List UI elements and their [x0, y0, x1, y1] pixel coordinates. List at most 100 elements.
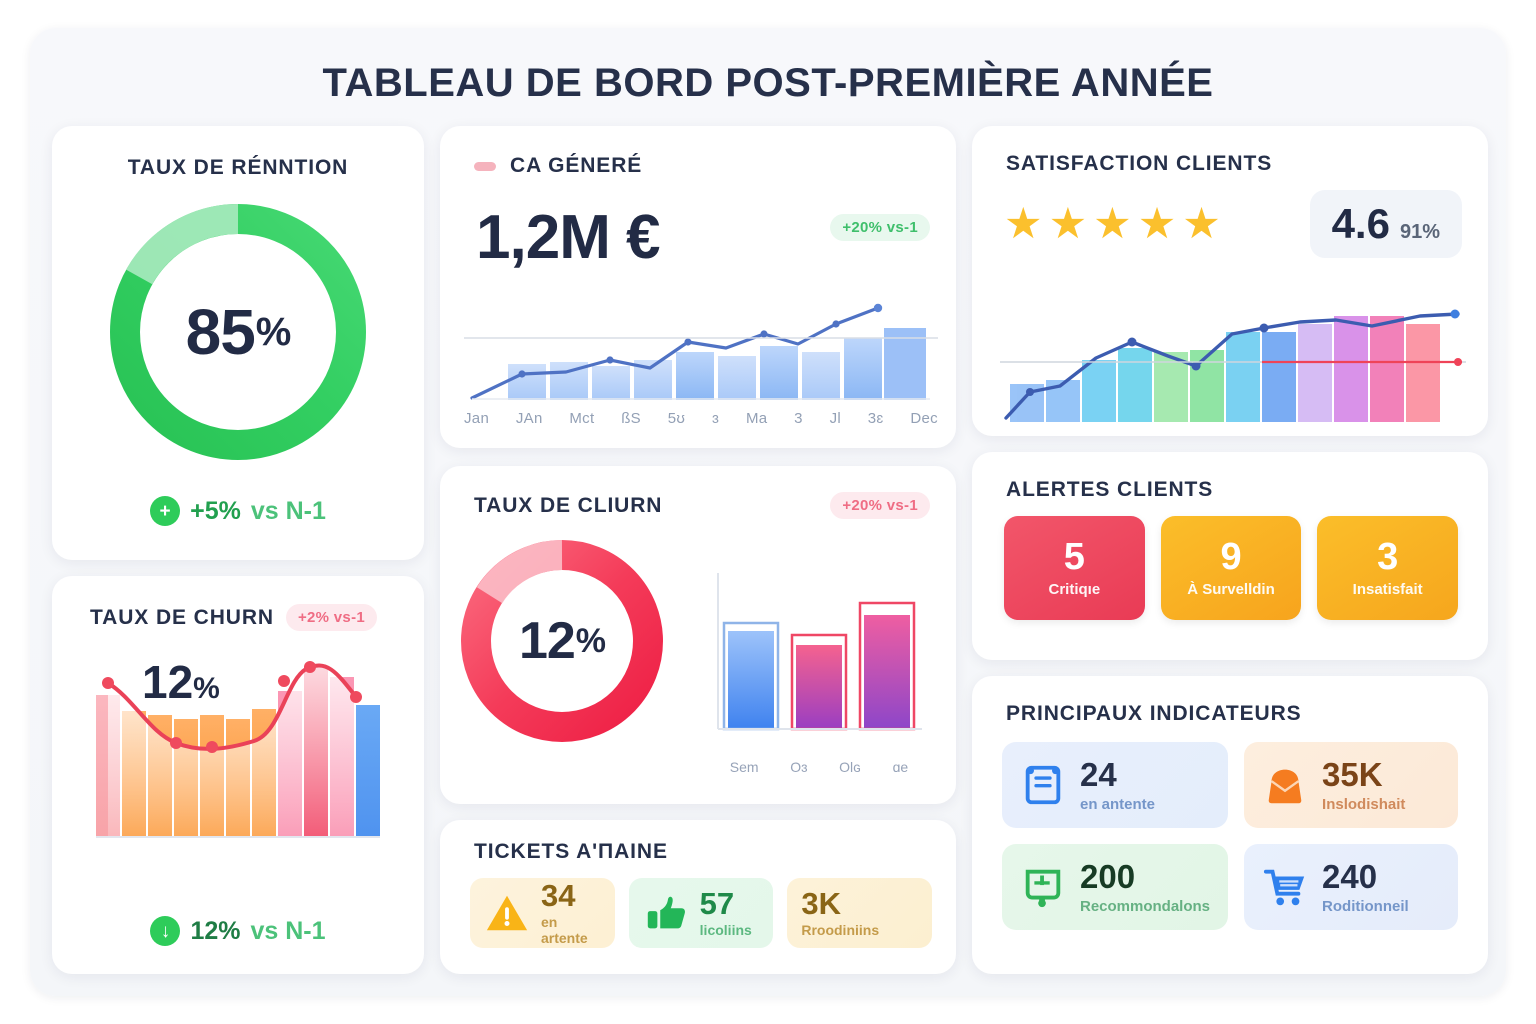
star-icon: ★ — [1093, 199, 1132, 248]
indicateur-label: Roditionneil — [1322, 897, 1409, 915]
churn-mid-axis-label: Oɜ — [790, 759, 808, 775]
alerte-value: 5 — [1063, 535, 1085, 578]
ticket-item-pending[interactable]: 34 en artente — [470, 878, 615, 948]
indicateurs-card: PRINCIPAUX INDICATEURS 24 en antente — [972, 676, 1488, 974]
ca-value: 1,2M € — [476, 203, 661, 272]
indicateur-value: 35K — [1322, 755, 1383, 793]
indicateur-value: 240 — [1322, 857, 1378, 895]
churn-mid-unit: % — [575, 621, 606, 660]
satisfaction-percent: 91% — [1399, 221, 1440, 243]
churn-mid-donut-svg — [461, 540, 663, 742]
ca-axis-label: Ma — [745, 410, 768, 427]
dashboard-shell: TABLEAU DE BORD POST-PREMIÈRE ANNÉE TAUX… — [30, 28, 1506, 996]
ca-axis-label: Jan — [464, 410, 490, 427]
ca-axis-label: Jl — [829, 410, 842, 427]
churn-mid-axis-label: Sem — [729, 759, 759, 775]
churn-left-header: TAUX DE CHURN +2% vs-1 — [52, 576, 424, 631]
churn-mid-value: 12% — [458, 537, 666, 745]
ca-axis-label: Dec — [910, 410, 938, 427]
churn-left-vs: vs N-1 — [250, 916, 326, 945]
churn-mid-number: 12 — [518, 612, 576, 670]
churn-mid-title: TAUX DE CLIURN — [474, 493, 663, 517]
alerte-item-insatisfait[interactable]: 3 Insatisfait — [1317, 516, 1459, 620]
alerte-item-surveiller[interactable]: 9 À Survelldin — [1160, 516, 1302, 620]
ca-axis-label: 3ɛ — [867, 410, 884, 427]
ca-chart — [464, 302, 938, 400]
star-icon: ★ — [1004, 199, 1043, 248]
rating-stars: ★ ★ ★ ★ ★ — [1004, 199, 1221, 248]
ca-axis: Jan JAn Mct ßS 5ʊ ɜ Ma 3 Jl 3ɛ Dec — [464, 410, 938, 427]
ca-pill: +20% vs-1 — [830, 214, 930, 241]
ticket-label: licoliins — [699, 922, 752, 938]
churn-left-card: TAUX DE CHURN +2% vs-1 12% — [52, 576, 424, 974]
churn-left-footer: ↓ 12% vs N-1 — [52, 916, 424, 946]
ca-axis-label: ɜ — [712, 410, 720, 427]
indicateur-value: 24 — [1080, 755, 1117, 793]
presentation-icon — [1025, 869, 1061, 908]
retention-donut-svg — [110, 203, 366, 460]
ca-axis-label: Mct — [569, 410, 595, 427]
ticket-item-total[interactable]: 3K Rroodiniins — [787, 878, 933, 948]
indicateurs-title: PRINCIPAUX INDICATEURS — [1006, 702, 1302, 725]
star-icon: ★ — [1048, 199, 1088, 248]
satisfaction-card: SATISFACTION CLIENTS ★ ★ ★ ★ ★ 4.6 91% — [972, 126, 1488, 436]
tickets-card: TICKETS A'ΠAINE 34 en artente — [440, 820, 956, 974]
churn-left-pill: +2% vs-1 — [285, 604, 378, 631]
retention-value: 85% — [104, 198, 372, 466]
churn-mid-bars-svg — [717, 573, 922, 731]
tickets-row: 34 en artente 57 licoliins — [440, 864, 956, 948]
alertes-row: 5 Critiqıe 9 À Survelldin 3 Insatisfait — [972, 502, 1488, 620]
retention-card: TAUX DE RÉNNTION 85% — [52, 126, 424, 560]
churn-mid-header: TAUX DE CLIURN +20% vs-1 — [440, 466, 956, 519]
retention-donut: 85% — [104, 198, 372, 466]
marker-icon — [474, 161, 496, 171]
warning-triangle-icon — [486, 895, 528, 931]
churn-mid-axis-label: Olɢ — [839, 759, 861, 775]
indicateur-item-documents[interactable]: 24 en antente — [1002, 742, 1229, 828]
retention-title: TAUX DE RÉNNTION — [127, 156, 349, 179]
ca-axis-label: ßS — [621, 410, 641, 427]
churn-mid-card: TAUX DE CLIURN +20% vs-1 — [440, 466, 956, 804]
indicateur-item-cart[interactable]: 240 Roditionneil — [1244, 844, 1458, 930]
satisfaction-score-badge: 4.6 91% — [1309, 190, 1462, 258]
ticket-label: Rroodiniins — [801, 922, 880, 938]
indicateur-item-presentation[interactable]: 200 Recommondalons — [1002, 844, 1229, 930]
ca-axis-label: 3 — [794, 410, 803, 427]
churn-left-value: 12% — [142, 655, 220, 709]
indicateur-label: Recommondalons — [1080, 897, 1211, 915]
arrow-down-icon: ↓ — [150, 916, 181, 946]
retention-unit: % — [255, 309, 292, 354]
churn-left-number: 12 — [142, 656, 194, 708]
plus-icon: + — [150, 496, 181, 526]
indicateur-item-bag[interactable]: 35K Inslodishait — [1244, 742, 1458, 828]
churn-left-chart: 12% — [88, 637, 388, 867]
alertes-card: ALERTES CLIENTS 5 Critiqıe 9 À Survelldi… — [972, 452, 1488, 660]
satisfaction-chart-svg — [1000, 309, 1466, 422]
alertes-title: ALERTES CLIENTS — [1006, 478, 1214, 501]
alerte-value: 9 — [1220, 535, 1242, 578]
alerte-label: À Survelldin — [1187, 581, 1275, 599]
ticket-value: 3K — [801, 886, 841, 921]
churn-left-unit: % — [193, 672, 220, 705]
alerte-item-critique[interactable]: 5 Critiqıe — [1004, 516, 1145, 620]
churn-mid-bars: Sem Oɜ Olɢ ɑe — [714, 559, 924, 775]
satisfaction-row: ★ ★ ★ ★ ★ 4.6 91% — [972, 176, 1488, 258]
indicateur-value: 200 — [1080, 857, 1136, 895]
ticket-item-resolved[interactable]: 57 licoliins — [628, 878, 774, 948]
star-icon: ★ — [1182, 199, 1221, 248]
indicateurs-grid: 24 en antente 35K Inslodishait — [972, 726, 1488, 930]
retention-delta: +5% — [190, 496, 241, 525]
churn-mid-axis: Sem Oɜ Olɢ ɑe — [714, 759, 924, 775]
retention-vs: vs N-1 — [250, 496, 326, 525]
alerte-label: Critiqıe — [1048, 581, 1101, 599]
alerte-label: Insatisfait — [1352, 581, 1423, 599]
churn-mid-donut: 12% — [458, 537, 666, 745]
bag-icon — [1268, 769, 1302, 804]
tickets-title: TICKETS A'ΠAINE — [474, 840, 668, 863]
ca-card: CA GÉNERÉ 1,2M € +20% vs-1 — [440, 126, 956, 448]
document-icon — [1025, 765, 1061, 805]
retention-footer: + +5% vs N-1 — [52, 496, 424, 526]
ca-title: CA GÉNERÉ — [510, 154, 643, 177]
satisfaction-chart — [1000, 298, 1466, 422]
